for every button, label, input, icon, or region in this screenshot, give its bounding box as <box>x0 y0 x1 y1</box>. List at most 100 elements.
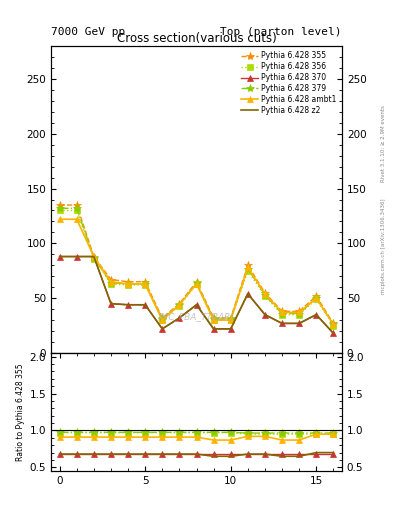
Pythia 6.428 356 <box>263 293 267 299</box>
Pythia 6.428 356 <box>108 281 113 287</box>
Line: Pythia 6.428 370: Pythia 6.428 370 <box>57 254 336 336</box>
Pythia 6.428 355 <box>314 293 319 299</box>
Pythia 6.428 356 <box>314 296 319 303</box>
Pythia 6.428 355 <box>108 276 113 283</box>
Pythia 6.428 ambt1 <box>143 281 147 287</box>
Pythia 6.428 356 <box>194 281 199 287</box>
Pythia 6.428 355 <box>92 253 96 260</box>
Pythia 6.428 379 <box>331 322 336 328</box>
Pythia 6.428 370 <box>297 321 301 327</box>
Pythia 6.428 ambt1 <box>263 291 267 297</box>
Pythia 6.428 356 <box>246 268 250 274</box>
Line: Pythia 6.428 ambt1: Pythia 6.428 ambt1 <box>57 217 336 327</box>
Line: Pythia 6.428 356: Pythia 6.428 356 <box>57 208 336 328</box>
Legend: Pythia 6.428 355, Pythia 6.428 356, Pythia 6.428 370, Pythia 6.428 379, Pythia 6: Pythia 6.428 355, Pythia 6.428 356, Pyth… <box>240 50 338 117</box>
Pythia 6.428 370 <box>314 312 319 318</box>
Text: 7000 GeV pp: 7000 GeV pp <box>51 27 125 37</box>
Pythia 6.428 379 <box>177 302 182 308</box>
Pythia 6.428 z2 <box>297 321 301 327</box>
Pythia 6.428 356 <box>280 312 285 318</box>
Pythia 6.428 ambt1 <box>160 317 165 323</box>
Pythia 6.428 356 <box>160 317 165 323</box>
Pythia 6.428 ambt1 <box>108 279 113 285</box>
Pythia 6.428 370 <box>126 302 130 308</box>
Pythia 6.428 355 <box>160 315 165 321</box>
Pythia 6.428 370 <box>211 326 216 332</box>
Pythia 6.428 379 <box>263 292 267 298</box>
Line: Pythia 6.428 355: Pythia 6.428 355 <box>55 201 338 328</box>
Text: Top (parton level): Top (parton level) <box>220 27 342 37</box>
Pythia 6.428 ambt1 <box>74 216 79 222</box>
Pythia 6.428 z2 <box>331 330 336 336</box>
Pythia 6.428 355 <box>143 279 147 285</box>
Pythia 6.428 356 <box>92 255 96 262</box>
Pythia 6.428 370 <box>246 291 250 297</box>
Pythia 6.428 ambt1 <box>211 317 216 323</box>
Pythia 6.428 z2 <box>57 253 62 260</box>
Pythia 6.428 355 <box>126 279 130 285</box>
Pythia 6.428 379 <box>194 280 199 286</box>
Pythia 6.428 379 <box>57 205 62 211</box>
Line: Pythia 6.428 379: Pythia 6.428 379 <box>55 204 338 329</box>
Pythia 6.428 370 <box>177 315 182 321</box>
Pythia 6.428 355 <box>331 321 336 327</box>
Pythia 6.428 356 <box>74 207 79 214</box>
Pythia 6.428 ambt1 <box>126 281 130 287</box>
Pythia 6.428 355 <box>228 315 233 321</box>
Pythia 6.428 370 <box>108 301 113 307</box>
Pythia 6.428 356 <box>57 207 62 214</box>
Pythia 6.428 z2 <box>194 302 199 308</box>
Pythia 6.428 355 <box>297 308 301 314</box>
Pythia 6.428 379 <box>280 310 285 316</box>
Y-axis label: Ratio to Pythia 6.428 355: Ratio to Pythia 6.428 355 <box>17 363 26 461</box>
Pythia 6.428 z2 <box>246 291 250 297</box>
Pythia 6.428 370 <box>143 302 147 308</box>
Pythia 6.428 370 <box>57 253 62 260</box>
Pythia 6.428 370 <box>280 321 285 327</box>
Pythia 6.428 370 <box>92 253 96 260</box>
Pythia 6.428 370 <box>228 326 233 332</box>
Pythia 6.428 z2 <box>74 253 79 260</box>
Pythia 6.428 370 <box>263 312 267 318</box>
Pythia 6.428 355 <box>57 202 62 208</box>
Pythia 6.428 355 <box>194 279 199 285</box>
Pythia 6.428 z2 <box>263 312 267 318</box>
Pythia 6.428 355 <box>211 315 216 321</box>
Pythia 6.428 379 <box>297 310 301 316</box>
Pythia 6.428 356 <box>126 282 130 288</box>
Pythia 6.428 z2 <box>108 301 113 307</box>
Text: Rivet 3.1.10; ≥ 2.9M events: Rivet 3.1.10; ≥ 2.9M events <box>381 105 386 182</box>
Text: mcplots.cern.ch [arXiv:1306.3436]: mcplots.cern.ch [arXiv:1306.3436] <box>381 198 386 293</box>
Pythia 6.428 ambt1 <box>297 309 301 315</box>
Pythia 6.428 355 <box>177 301 182 307</box>
Pythia 6.428 ambt1 <box>57 216 62 222</box>
Pythia 6.428 370 <box>74 253 79 260</box>
Pythia 6.428 370 <box>194 302 199 308</box>
Pythia 6.428 355 <box>246 262 250 268</box>
Pythia 6.428 z2 <box>211 326 216 332</box>
Pythia 6.428 370 <box>331 330 336 336</box>
Pythia 6.428 379 <box>74 205 79 211</box>
Pythia 6.428 ambt1 <box>92 253 96 260</box>
Pythia 6.428 z2 <box>177 315 182 321</box>
Pythia 6.428 379 <box>143 281 147 287</box>
Pythia 6.428 z2 <box>126 302 130 308</box>
Pythia 6.428 ambt1 <box>314 295 319 301</box>
Pythia 6.428 z2 <box>314 312 319 318</box>
Pythia 6.428 355 <box>263 290 267 296</box>
Pythia 6.428 379 <box>92 254 96 261</box>
Line: Pythia 6.428 z2: Pythia 6.428 z2 <box>60 257 333 333</box>
Pythia 6.428 379 <box>160 316 165 322</box>
Pythia 6.428 379 <box>211 316 216 322</box>
Text: [MC_FBA_TTBAR]: [MC_FBA_TTBAR] <box>158 312 235 321</box>
Pythia 6.428 355 <box>74 202 79 208</box>
Pythia 6.428 ambt1 <box>280 309 285 315</box>
Pythia 6.428 ambt1 <box>228 317 233 323</box>
Title: Cross section(various cuts): Cross section(various cuts) <box>117 32 276 45</box>
Pythia 6.428 379 <box>228 316 233 322</box>
Pythia 6.428 356 <box>143 282 147 288</box>
Pythia 6.428 z2 <box>280 321 285 327</box>
Pythia 6.428 379 <box>314 295 319 301</box>
Pythia 6.428 379 <box>108 280 113 286</box>
Pythia 6.428 356 <box>297 312 301 318</box>
